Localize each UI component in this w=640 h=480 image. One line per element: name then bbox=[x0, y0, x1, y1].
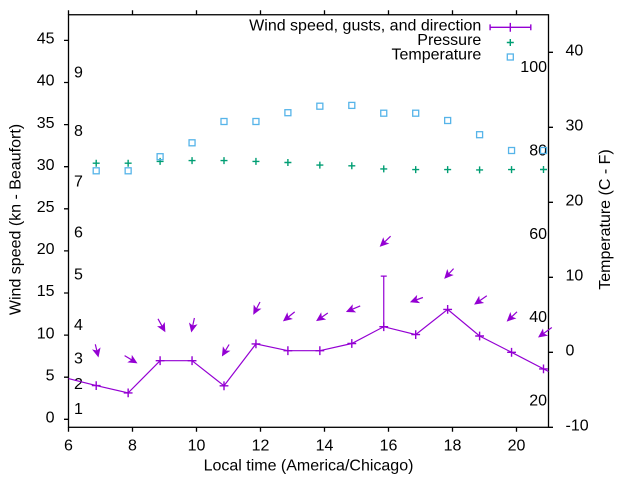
svg-text:Temperature (C - F): Temperature (C - F) bbox=[597, 149, 614, 289]
svg-text:40: 40 bbox=[37, 73, 55, 90]
svg-text:8: 8 bbox=[128, 437, 137, 454]
svg-text:5: 5 bbox=[74, 266, 83, 283]
svg-text:Wind speed, gusts, and directi: Wind speed, gusts, and direction bbox=[249, 18, 481, 35]
svg-text:Local time (America/Chicago): Local time (America/Chicago) bbox=[204, 457, 414, 474]
svg-text:10: 10 bbox=[37, 325, 55, 342]
svg-text:20: 20 bbox=[37, 241, 55, 258]
svg-text:3: 3 bbox=[74, 351, 83, 368]
svg-text:40: 40 bbox=[529, 309, 547, 326]
svg-text:18: 18 bbox=[444, 437, 462, 454]
svg-text:30: 30 bbox=[566, 118, 584, 135]
svg-text:45: 45 bbox=[37, 31, 55, 48]
svg-text:10: 10 bbox=[566, 268, 584, 285]
svg-text:4: 4 bbox=[74, 317, 83, 334]
svg-text:6: 6 bbox=[64, 437, 73, 454]
svg-text:10: 10 bbox=[188, 437, 206, 454]
svg-text:7: 7 bbox=[74, 174, 83, 191]
svg-text:Pressure: Pressure bbox=[417, 32, 481, 49]
svg-text:16: 16 bbox=[380, 437, 398, 454]
svg-text:12: 12 bbox=[252, 437, 270, 454]
svg-text:14: 14 bbox=[316, 437, 334, 454]
svg-text:15: 15 bbox=[37, 283, 55, 300]
svg-text:6: 6 bbox=[74, 224, 83, 241]
svg-text:35: 35 bbox=[37, 115, 55, 132]
svg-text:9: 9 bbox=[74, 64, 83, 81]
svg-text:25: 25 bbox=[37, 199, 55, 216]
svg-text:20: 20 bbox=[508, 437, 526, 454]
svg-text:2: 2 bbox=[74, 376, 83, 393]
svg-text:80: 80 bbox=[529, 143, 547, 160]
svg-text:20: 20 bbox=[529, 393, 547, 410]
svg-text:Wind speed (kn - Beaufort): Wind speed (kn - Beaufort) bbox=[8, 124, 25, 315]
svg-text:8: 8 bbox=[74, 123, 83, 140]
svg-text:60: 60 bbox=[529, 226, 547, 243]
svg-text:Temperature: Temperature bbox=[391, 46, 481, 63]
svg-text:30: 30 bbox=[37, 157, 55, 174]
svg-text:40: 40 bbox=[566, 43, 584, 60]
svg-text:1: 1 bbox=[74, 401, 83, 418]
svg-text:20: 20 bbox=[566, 193, 584, 210]
svg-text:0: 0 bbox=[46, 410, 55, 427]
svg-text:0: 0 bbox=[566, 343, 575, 360]
svg-text:100: 100 bbox=[520, 59, 547, 76]
svg-text:-10: -10 bbox=[566, 418, 589, 435]
svg-text:5: 5 bbox=[46, 367, 55, 384]
